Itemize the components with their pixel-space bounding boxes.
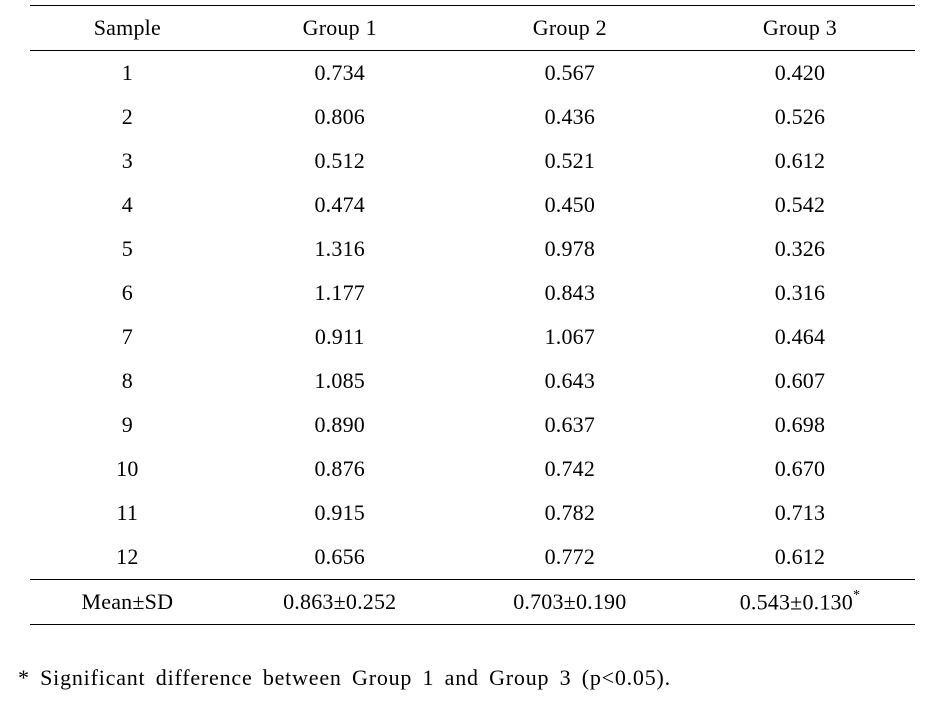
cell-g3: 0.713: [685, 491, 915, 535]
asterisk-icon: *: [853, 588, 860, 603]
cell-g3: 0.526: [685, 95, 915, 139]
cell-g1: 0.890: [225, 403, 455, 447]
table-row: 3 0.512 0.521 0.612: [30, 139, 915, 183]
cell-g2: 0.742: [455, 447, 685, 491]
table-row: 5 1.316 0.978 0.326: [30, 227, 915, 271]
cell-g1: 0.474: [225, 183, 455, 227]
col-header-group2: Group 2: [455, 6, 685, 51]
table-row: 2 0.806 0.436 0.526: [30, 95, 915, 139]
cell-g2: 0.436: [455, 95, 685, 139]
summary-group3-value: 0.543±0.130: [740, 589, 853, 614]
cell-sample: 9: [30, 403, 225, 447]
summary-label: Mean±SD: [30, 580, 225, 625]
table-summary-row: Mean±SD 0.863±0.252 0.703±0.190 0.543±0.…: [30, 580, 915, 625]
cell-g2: 0.643: [455, 359, 685, 403]
cell-g1: 1.177: [225, 271, 455, 315]
footnote-text: Significant difference between Group 1 a…: [40, 665, 671, 690]
table-row: 12 0.656 0.772 0.612: [30, 535, 915, 580]
cell-g1: 0.806: [225, 95, 455, 139]
cell-g3: 0.420: [685, 51, 915, 96]
cell-g3: 0.698: [685, 403, 915, 447]
table-body: 1 0.734 0.567 0.420 2 0.806 0.436 0.526 …: [30, 51, 915, 580]
cell-g2: 0.567: [455, 51, 685, 96]
table-header-row: Sample Group 1 Group 2 Group 3: [30, 6, 915, 51]
page: Sample Group 1 Group 2 Group 3 1 0.734 0…: [0, 0, 952, 715]
cell-sample: 10: [30, 447, 225, 491]
cell-g3: 0.464: [685, 315, 915, 359]
summary-group2: 0.703±0.190: [455, 580, 685, 625]
cell-sample: 11: [30, 491, 225, 535]
table-container: Sample Group 1 Group 2 Group 3 1 0.734 0…: [30, 5, 915, 625]
table-row: 10 0.876 0.742 0.670: [30, 447, 915, 491]
cell-g3: 0.612: [685, 139, 915, 183]
cell-g2: 1.067: [455, 315, 685, 359]
cell-g1: 0.876: [225, 447, 455, 491]
cell-g2: 0.978: [455, 227, 685, 271]
cell-g1: 1.085: [225, 359, 455, 403]
cell-sample: 2: [30, 95, 225, 139]
cell-g1: 0.656: [225, 535, 455, 580]
col-header-group1: Group 1: [225, 6, 455, 51]
cell-g3: 0.612: [685, 535, 915, 580]
cell-g2: 0.782: [455, 491, 685, 535]
cell-sample: 8: [30, 359, 225, 403]
col-header-group3: Group 3: [685, 6, 915, 51]
cell-g1: 0.734: [225, 51, 455, 96]
cell-sample: 7: [30, 315, 225, 359]
cell-sample: 4: [30, 183, 225, 227]
footnote-marker: *: [18, 665, 30, 690]
cell-g2: 0.772: [455, 535, 685, 580]
cell-sample: 3: [30, 139, 225, 183]
cell-g3: 0.326: [685, 227, 915, 271]
cell-sample: 12: [30, 535, 225, 580]
summary-group3: 0.543±0.130*: [685, 580, 915, 625]
table-row: 4 0.474 0.450 0.542: [30, 183, 915, 227]
table-row: 6 1.177 0.843 0.316: [30, 271, 915, 315]
cell-g2: 0.450: [455, 183, 685, 227]
cell-g2: 0.521: [455, 139, 685, 183]
cell-g2: 0.637: [455, 403, 685, 447]
cell-g1: 0.911: [225, 315, 455, 359]
cell-g3: 0.542: [685, 183, 915, 227]
cell-g1: 1.316: [225, 227, 455, 271]
cell-sample: 1: [30, 51, 225, 96]
table-row: 7 0.911 1.067 0.464: [30, 315, 915, 359]
summary-group1: 0.863±0.252: [225, 580, 455, 625]
cell-g3: 0.670: [685, 447, 915, 491]
cell-g2: 0.843: [455, 271, 685, 315]
cell-g3: 0.316: [685, 271, 915, 315]
footnote: * Significant difference between Group 1…: [18, 665, 671, 691]
cell-sample: 6: [30, 271, 225, 315]
table-row: 8 1.085 0.643 0.607: [30, 359, 915, 403]
cell-g1: 0.512: [225, 139, 455, 183]
col-header-sample: Sample: [30, 6, 225, 51]
cell-g3: 0.607: [685, 359, 915, 403]
cell-sample: 5: [30, 227, 225, 271]
table-row: 11 0.915 0.782 0.713: [30, 491, 915, 535]
cell-g1: 0.915: [225, 491, 455, 535]
stats-table: Sample Group 1 Group 2 Group 3 1 0.734 0…: [30, 5, 915, 625]
table-row: 9 0.890 0.637 0.698: [30, 403, 915, 447]
table-row: 1 0.734 0.567 0.420: [30, 51, 915, 96]
